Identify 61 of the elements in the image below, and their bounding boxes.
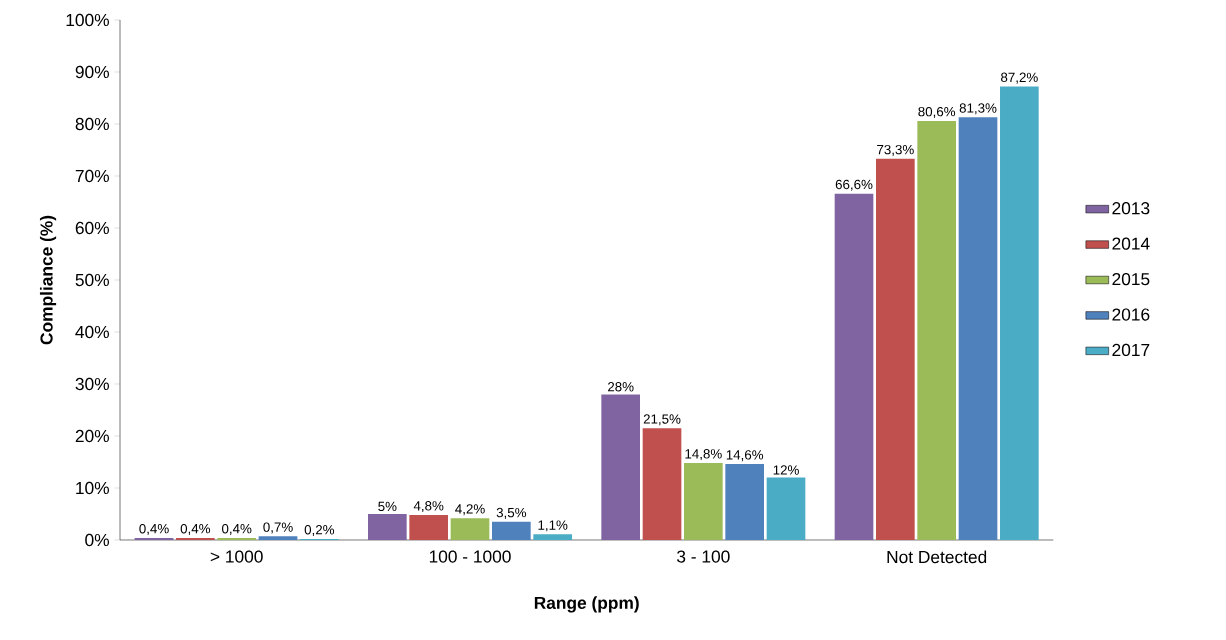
data-label: 1,1% xyxy=(538,520,568,532)
data-label: 5% xyxy=(378,501,397,512)
x-tick-label: > 1000 xyxy=(210,550,263,563)
legend-label: 2015 xyxy=(1112,272,1150,286)
legend-label: 2016 xyxy=(1112,308,1150,321)
y-tick-label: 30% xyxy=(75,377,109,391)
bar xyxy=(684,463,723,540)
data-label: 80,6% xyxy=(918,106,956,118)
data-label: 66,6% xyxy=(835,179,873,191)
data-label: 0,4% xyxy=(222,523,252,535)
bar xyxy=(409,515,449,540)
y-tick-label: 20% xyxy=(75,429,109,443)
y-tick-label: 40% xyxy=(75,325,109,339)
bar xyxy=(958,117,998,540)
y-tick-label: 70% xyxy=(75,169,109,183)
bar xyxy=(1000,86,1039,540)
y-tick-label: 80% xyxy=(75,117,109,131)
data-label: 0,7% xyxy=(263,522,293,534)
data-label: 87,2% xyxy=(1001,72,1038,84)
data-label: 12% xyxy=(773,465,799,475)
y-tick-label: 50% xyxy=(75,273,109,287)
bar xyxy=(834,193,874,540)
bar xyxy=(368,514,407,540)
y-tick-label: 0% xyxy=(85,533,109,547)
bar xyxy=(642,428,682,540)
data-label: 4,2% xyxy=(455,504,485,516)
data-label: 28% xyxy=(608,382,634,392)
legend-label: 2014 xyxy=(1112,237,1150,250)
bar xyxy=(217,537,257,540)
bar xyxy=(492,521,531,540)
y-axis-title: Compliance (%) xyxy=(39,215,57,345)
bar xyxy=(601,394,641,540)
data-label: 0,4% xyxy=(180,523,211,535)
legend-label: 2017 xyxy=(1112,343,1150,357)
data-label: 4,8% xyxy=(413,501,444,513)
x-tick-label: 100 - 1000 xyxy=(429,550,511,563)
data-label: 0,4% xyxy=(139,523,169,535)
x-axis-title: Range (ppm) xyxy=(534,596,639,613)
y-tick-label: 10% xyxy=(76,481,109,495)
bar xyxy=(725,464,765,540)
data-label: 14,8% xyxy=(685,449,722,461)
bar xyxy=(876,158,915,540)
bar xyxy=(258,536,298,540)
data-label: 21,5% xyxy=(643,414,681,426)
legend-label: 2013 xyxy=(1112,202,1150,215)
data-label: 81,3% xyxy=(959,103,997,115)
bar xyxy=(134,537,174,540)
x-tick-label: 3 - 100 xyxy=(677,550,730,563)
y-tick-label: 100% xyxy=(66,13,109,27)
y-tick-label: 90% xyxy=(75,65,109,79)
x-tick-label: Not Detected xyxy=(887,550,987,564)
bar xyxy=(450,518,490,540)
bar xyxy=(766,477,806,540)
data-label: 73,3% xyxy=(877,144,914,156)
data-label: 0,2% xyxy=(304,525,335,537)
y-tick-label: 60% xyxy=(75,221,109,235)
bar xyxy=(917,120,957,540)
bar xyxy=(533,534,573,540)
data-label: 3,5% xyxy=(496,507,527,519)
bar xyxy=(176,537,215,540)
data-label: 14,6% xyxy=(726,450,764,462)
